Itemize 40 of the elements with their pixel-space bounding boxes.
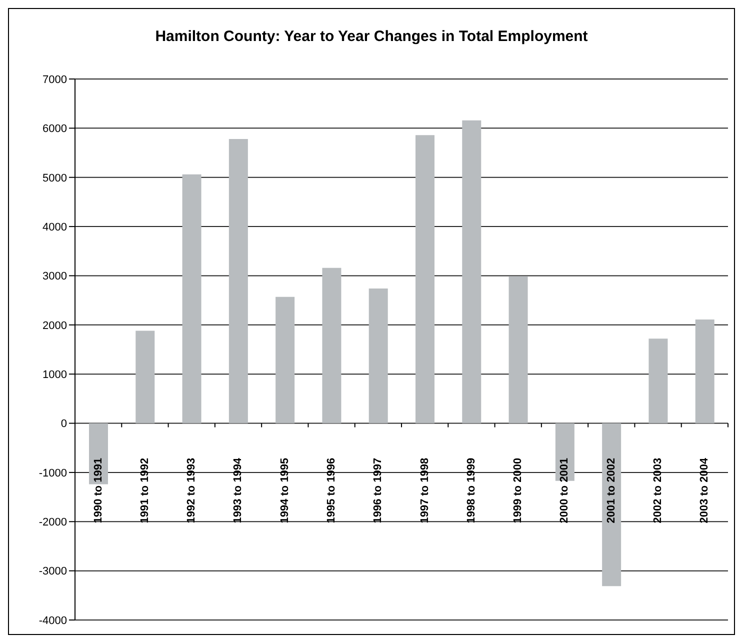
x-tick-label: 2003 to 2004: [698, 456, 711, 524]
bar: [508, 276, 528, 424]
chart-title: Hamilton County: Year to Year Changes in Total Employment: [154, 28, 589, 45]
y-tick-label: 3000: [42, 270, 67, 283]
bar: [228, 139, 248, 424]
bar: [322, 268, 342, 424]
x-tick-label: 1993 to 1994: [232, 456, 244, 524]
x-tick-label: 1999 to 2000: [512, 458, 524, 524]
y-tick-label: 4000: [42, 221, 67, 234]
x-tick-label: 1996 to 1997: [372, 458, 384, 524]
bar: [695, 320, 714, 424]
y-tick-label: 1000: [42, 368, 67, 381]
bar: [648, 338, 668, 424]
bar: [276, 296, 295, 424]
x-tick-label: 1998 to 1999: [465, 458, 478, 524]
y-tick-label: -1000: [38, 467, 67, 480]
x-tick-label: 1995 to 1996: [326, 458, 338, 524]
y-tick-label: 5000: [42, 172, 67, 184]
y-tick-label: 7000: [42, 74, 67, 86]
y-tick-label: -2000: [38, 516, 67, 529]
x-tick-label: 1994 to 1995: [278, 458, 291, 524]
x-tick-label: 1990 to 1991: [92, 458, 104, 524]
y-tick-label: -4000: [38, 614, 67, 627]
bar: [368, 288, 388, 424]
x-tick-label: 2002 to 2003: [652, 458, 664, 524]
y-tick-label: 2000: [42, 320, 67, 332]
x-tick-label: 1991 to 1992: [138, 458, 151, 524]
x-tick-label: 1997 to 1998: [418, 458, 431, 524]
bar: [88, 423, 108, 484]
y-tick-label: 6000: [42, 123, 67, 136]
bar: [415, 135, 434, 424]
x-tick-label: 2001 to 2002: [605, 458, 618, 524]
y-tick-label: -3000: [38, 566, 67, 578]
x-tick-label: 2000 to 2001: [558, 458, 571, 524]
bar: [136, 330, 155, 424]
bar: [462, 120, 482, 424]
x-tick-label: 1992 to 1993: [186, 458, 198, 524]
bar: [182, 174, 202, 424]
bar: [602, 423, 622, 586]
y-tick-label: 0: [60, 418, 67, 430]
